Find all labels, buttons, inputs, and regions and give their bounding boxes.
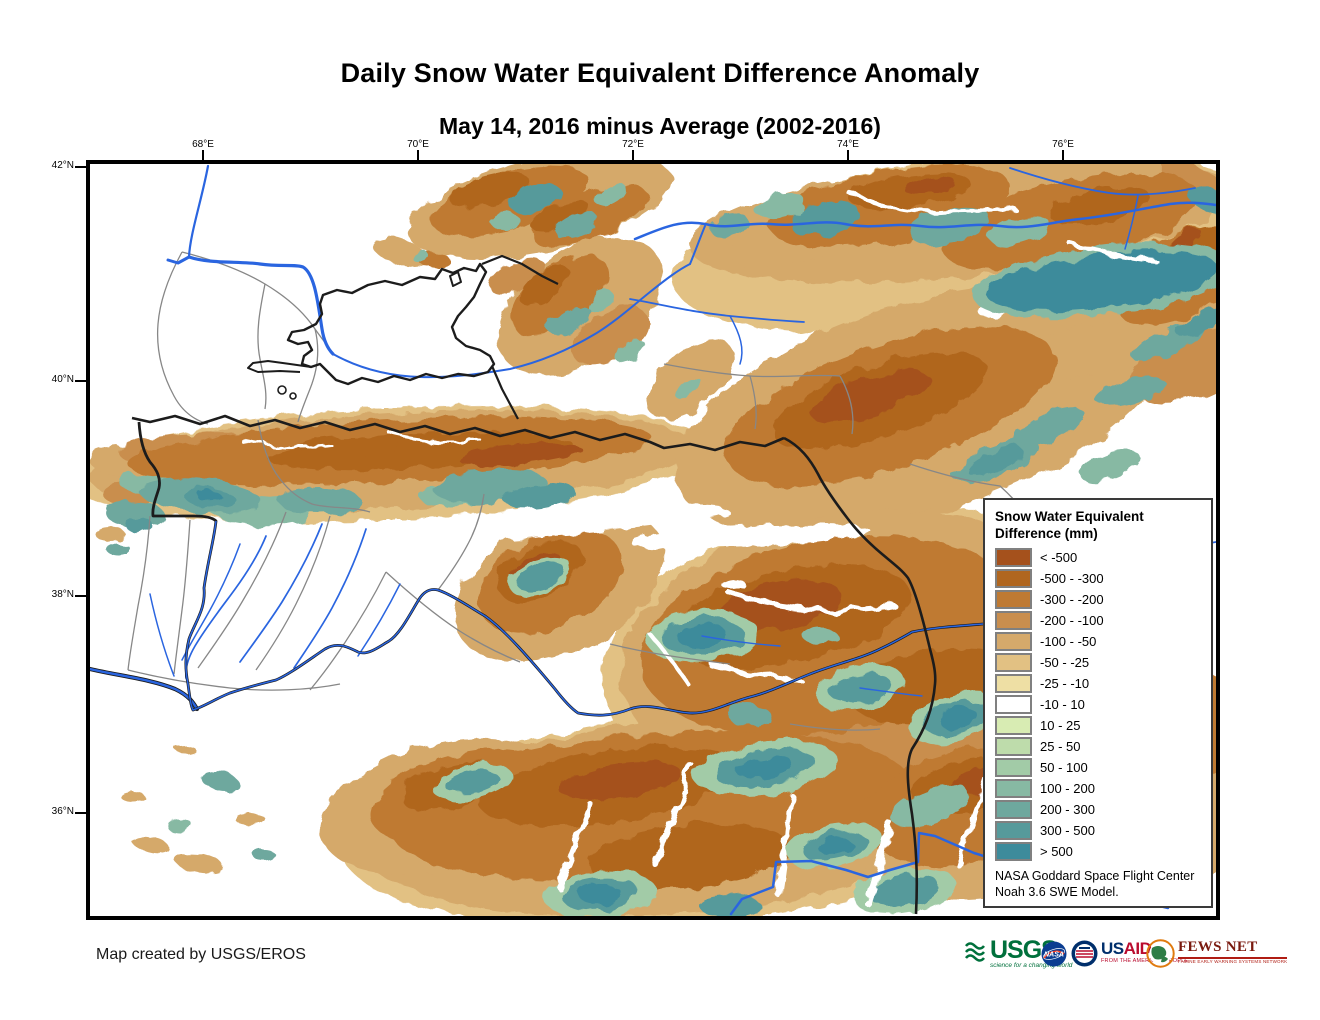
legend-class-label: < -500 [1040, 550, 1078, 565]
legend-class-label: -300 - -200 [1040, 592, 1104, 607]
map-legend: Snow Water Equivalent Difference (mm) < … [983, 498, 1213, 908]
y-tick-label: 36°N [51, 806, 74, 817]
y-tick-mark [75, 166, 87, 168]
legend-class-row: 50 - 100 [995, 757, 1201, 778]
legend-class-swatch [995, 653, 1032, 672]
svg-text:NASA: NASA [1044, 952, 1064, 959]
legend-class-row: -25 - -10 [995, 673, 1201, 694]
legend-class-row: -200 - -100 [995, 610, 1201, 631]
legend-class-swatch [995, 821, 1032, 840]
legend-note-line1: NASA Goddard Space Flight Center [995, 869, 1195, 883]
legend-class-swatch [995, 800, 1032, 819]
legend-class-swatch [995, 632, 1032, 651]
usaid-logo-tagline: FROM THE AMERICAN PEOPLE [1101, 958, 1189, 964]
legend-class-swatch [995, 758, 1032, 777]
legend-class-swatch [995, 737, 1032, 756]
x-tick-mark [417, 150, 419, 161]
fews-net-globe-icon [1146, 939, 1175, 968]
y-tick-mark [75, 595, 87, 597]
usgs-wave-icon [964, 942, 986, 962]
y-tick-label: 38°N [51, 589, 74, 600]
legend-class-label: 50 - 100 [1040, 760, 1088, 775]
legend-class-row: -500 - -300 [995, 568, 1201, 589]
x-tick-label: 68°E [192, 139, 214, 150]
y-tick-mark [75, 812, 87, 814]
legend-class-swatch [995, 779, 1032, 798]
legend-class-swatch [995, 611, 1032, 630]
legend-class-row: 300 - 500 [995, 820, 1201, 841]
y-tick-mark [75, 380, 87, 382]
legend-class-row: 10 - 25 [995, 715, 1201, 736]
legend-class-swatch [995, 590, 1032, 609]
legend-class-swatch [995, 716, 1032, 735]
legend-class-row: < -500 [995, 547, 1201, 568]
terrain-anomaly-raster [90, 164, 1216, 916]
rivers [149, 164, 1216, 916]
legend-class-swatch [995, 674, 1032, 693]
legend-class-row: -300 - -200 [995, 589, 1201, 610]
legend-class-row: -10 - 10 [995, 694, 1201, 715]
legend-class-label: 100 - 200 [1040, 781, 1095, 796]
legend-class-swatch [995, 842, 1032, 861]
y-tick-label: 42°N [51, 160, 74, 171]
legend-class-label: -100 - -50 [1040, 634, 1097, 649]
nasa-logo: NASA [1041, 941, 1067, 967]
y-tick-label: 40°N [51, 374, 74, 385]
legend-class-label: 200 - 300 [1040, 802, 1095, 817]
usaid-seal-icon [1071, 940, 1098, 967]
legend-note-line2: Noah 3.6 SWE Model. [995, 884, 1119, 899]
usaid-logo: USAID FROM THE AMERICAN PEOPLE [1071, 940, 1188, 967]
x-tick-label: 70°E [407, 139, 429, 150]
x-tick-mark [847, 150, 849, 161]
valley-ridge-lines [238, 192, 1157, 907]
x-tick-mark [1062, 150, 1064, 161]
legend-class-row: -50 - -25 [995, 652, 1201, 673]
legend-class-row: 25 - 50 [995, 736, 1201, 757]
x-tick-mark [632, 150, 634, 161]
page-title: Daily Snow Water Equivalent Difference A… [340, 58, 980, 89]
usaid-logo-text-aid: AID [1123, 939, 1152, 958]
nasa-meatball-icon: NASA [1041, 941, 1067, 967]
legend-title-line1: Snow Water Equivalent [995, 509, 1144, 524]
legend-class-row: -100 - -50 [995, 631, 1201, 652]
legend-class-label: 300 - 500 [1040, 823, 1095, 838]
legend-class-label: 10 - 25 [1040, 718, 1081, 733]
country-borders [90, 254, 985, 915]
map-credit: Map created by USGS/EROS [96, 946, 306, 963]
fews-net-logo-text: FEWS NET [1178, 939, 1288, 959]
x-tick-mark [202, 150, 204, 161]
legend-class-label: -10 - 10 [1040, 697, 1085, 712]
fews-net-logo-tagline: FAMINE EARLY WARNING SYSTEMS NETWORK [1178, 959, 1288, 964]
legend-class-swatch [995, 695, 1032, 714]
admin-borders [127, 251, 1046, 731]
usgs-logo-tagline: science for a changing world [990, 962, 1073, 969]
legend-class-label: -200 - -100 [1040, 613, 1104, 628]
legend-class-label: 25 - 50 [1040, 739, 1081, 754]
legend-class-label: -50 - -25 [1040, 655, 1090, 670]
legend-class-row: 100 - 200 [995, 778, 1201, 799]
fews-net-logo: FEWS NET FAMINE EARLY WARNING SYSTEMS NE… [1146, 939, 1288, 968]
usaid-logo-text-us: US [1101, 939, 1124, 958]
x-tick-label: 76°E [1052, 139, 1074, 150]
page-subtitle: May 14, 2016 minus Average (2002-2016) [439, 113, 881, 140]
legend-class-row: > 500 [995, 841, 1201, 862]
legend-class-label: -25 - -10 [1040, 676, 1090, 691]
x-tick-label: 74°E [837, 139, 859, 150]
legend-class-label: > 500 [1040, 844, 1073, 859]
legend-title-line2: Difference (mm) [995, 526, 1098, 541]
legend-class-swatch [995, 569, 1032, 588]
legend-class-row: 200 - 300 [995, 799, 1201, 820]
legend-class-swatch [995, 548, 1032, 567]
legend-class-label: -500 - -300 [1040, 571, 1104, 586]
legend-class-list: < -500 -500 - -300 -300 - -200 -200 - -100 -… [995, 547, 1201, 862]
x-tick-label: 72°E [622, 139, 644, 150]
